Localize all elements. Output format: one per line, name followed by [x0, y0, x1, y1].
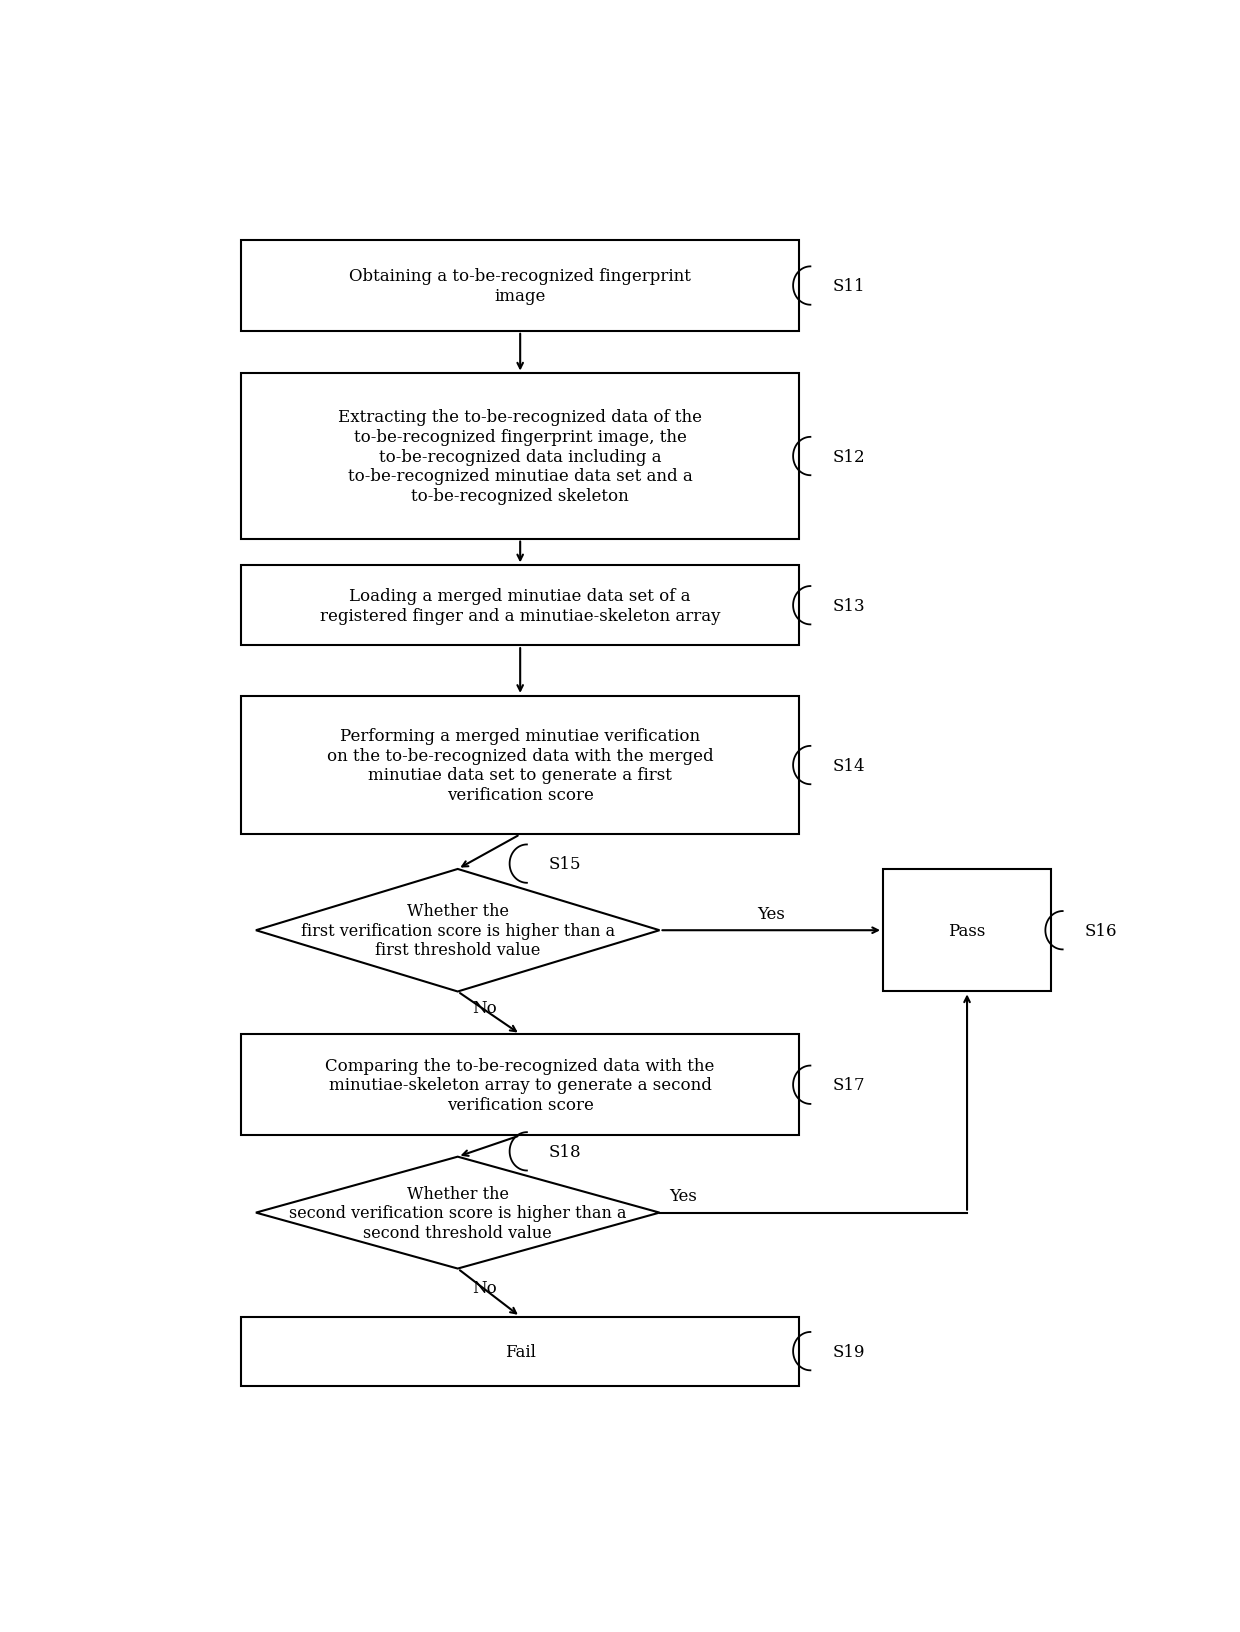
Text: Loading a merged minutiae data set of a
registered finger and a minutiae-skeleto: Loading a merged minutiae data set of a …: [320, 588, 720, 623]
Text: S13: S13: [832, 597, 866, 614]
Text: S12: S12: [832, 449, 866, 465]
Polygon shape: [255, 1157, 660, 1268]
FancyBboxPatch shape: [242, 1035, 799, 1136]
Text: Fail: Fail: [505, 1343, 536, 1359]
Text: Whether the
second verification score is higher than a
second threshold value: Whether the second verification score is…: [289, 1185, 626, 1240]
Text: Obtaining a to-be-recognized fingerprint
image: Obtaining a to-be-recognized fingerprint…: [350, 268, 691, 305]
Text: S18: S18: [549, 1142, 582, 1160]
FancyBboxPatch shape: [242, 1317, 799, 1386]
Text: Pass: Pass: [949, 922, 986, 938]
Polygon shape: [255, 870, 660, 992]
Text: Whether the
first verification score is higher than a
first threshold value: Whether the first verification score is …: [300, 902, 615, 958]
FancyBboxPatch shape: [242, 566, 799, 646]
Text: S14: S14: [832, 757, 866, 774]
FancyBboxPatch shape: [242, 374, 799, 539]
Text: S15: S15: [549, 855, 582, 873]
Text: Yes: Yes: [758, 906, 785, 922]
Text: Yes: Yes: [670, 1188, 697, 1204]
FancyBboxPatch shape: [242, 697, 799, 836]
Text: S17: S17: [832, 1077, 866, 1093]
Text: S11: S11: [832, 277, 866, 295]
FancyBboxPatch shape: [242, 242, 799, 331]
Text: S16: S16: [1085, 922, 1117, 938]
Text: Comparing the to-be-recognized data with the
minutiae-skeleton array to generate: Comparing the to-be-recognized data with…: [325, 1058, 715, 1113]
Text: No: No: [472, 1279, 497, 1296]
Text: Performing a merged minutiae verification
on the to-be-recognized data with the : Performing a merged minutiae verificatio…: [327, 728, 713, 803]
Text: No: No: [472, 999, 497, 1017]
Text: Extracting the to-be-recognized data of the
to-be-recognized fingerprint image, : Extracting the to-be-recognized data of …: [339, 410, 702, 504]
FancyBboxPatch shape: [883, 870, 1052, 992]
Text: S19: S19: [832, 1343, 866, 1359]
